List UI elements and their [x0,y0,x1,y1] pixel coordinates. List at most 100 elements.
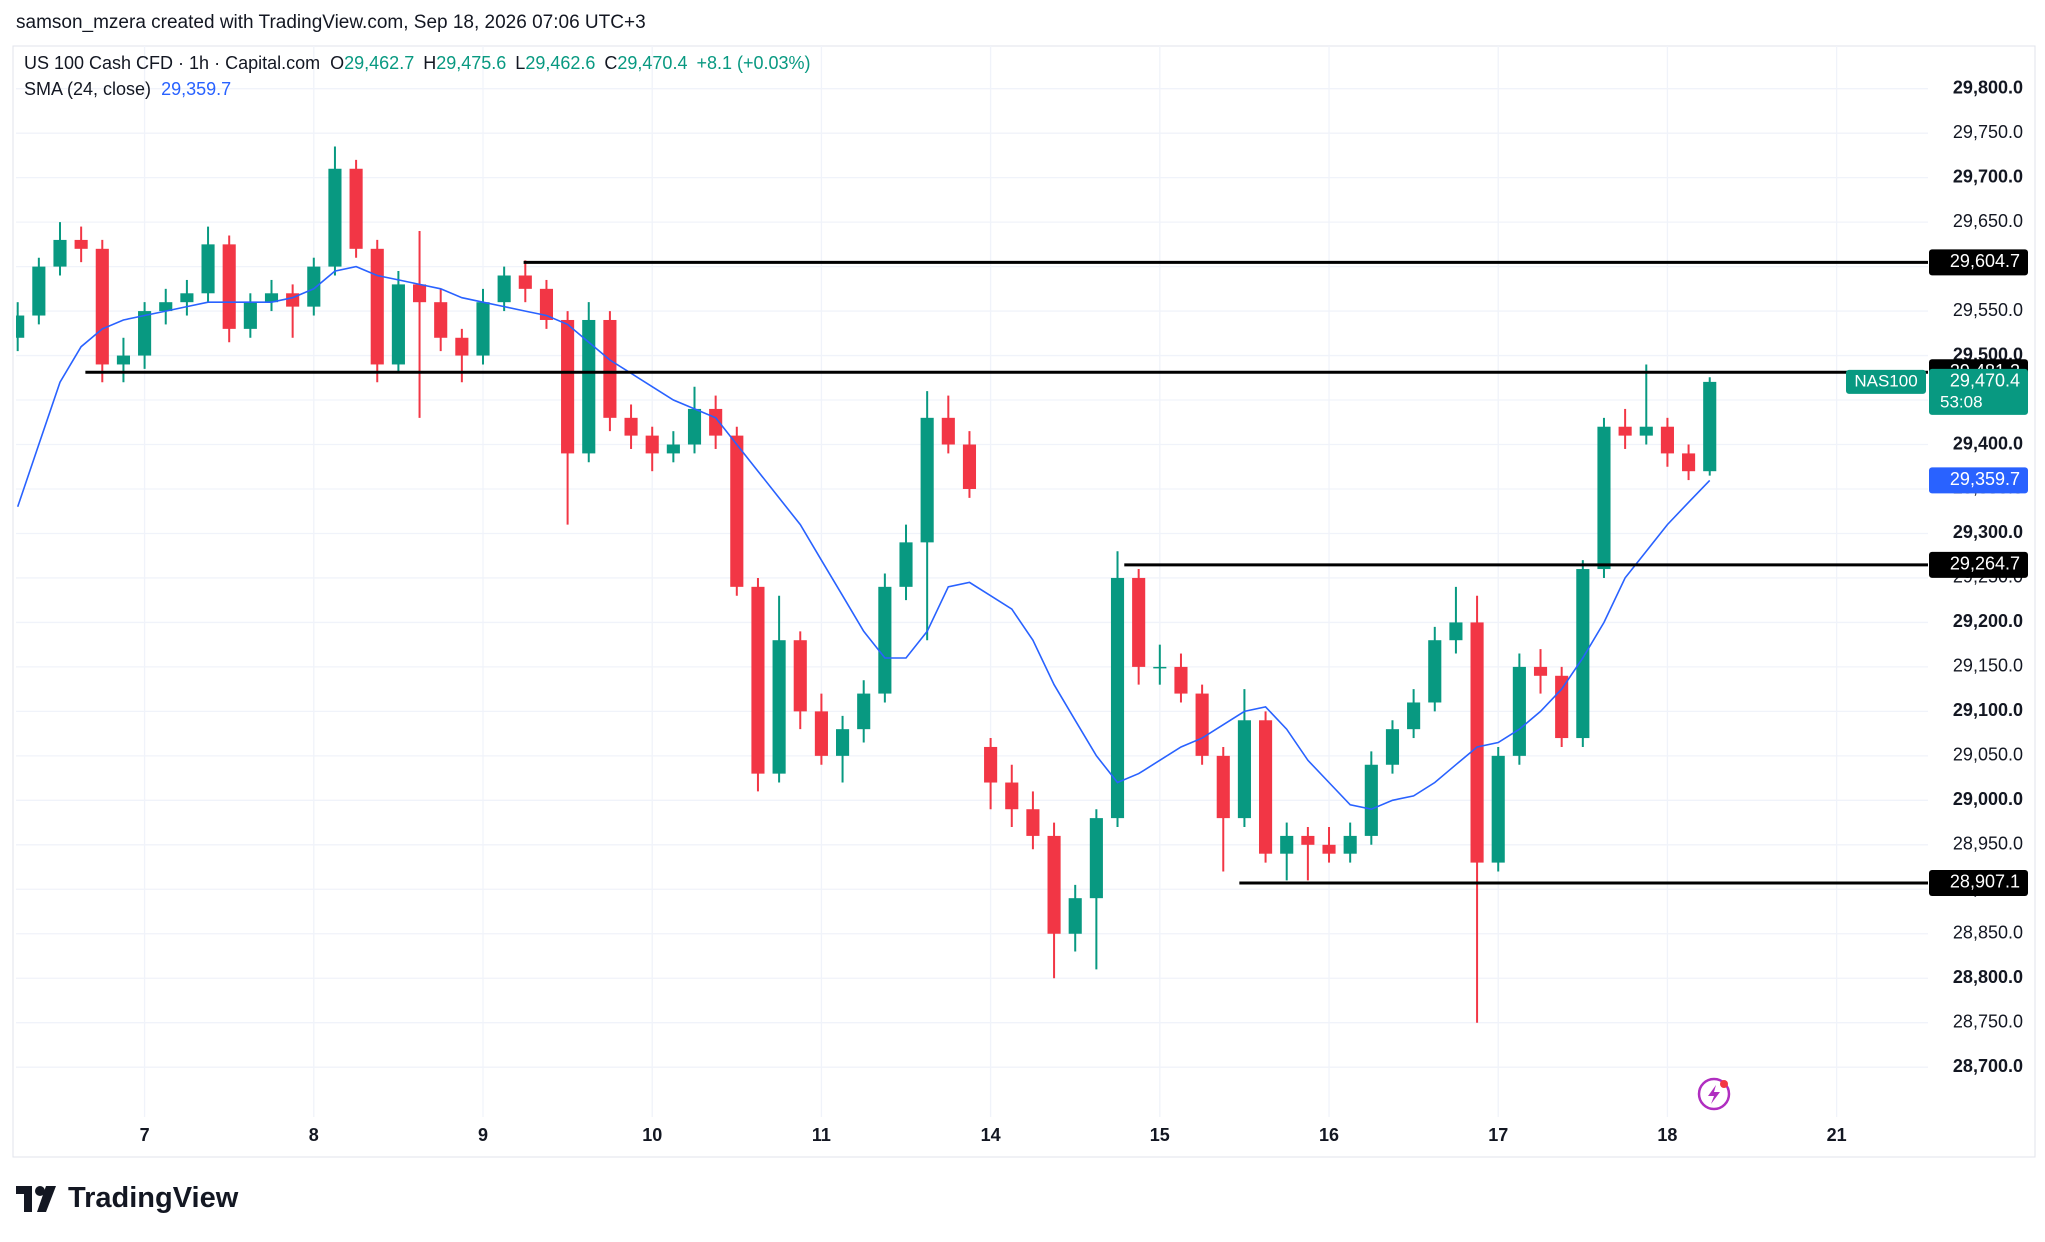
x-tick-label: 8 [309,1125,319,1145]
frame [12,45,2036,1158]
y-tick-label: 28,800.0 [1953,967,2023,987]
chart: 28,700.028,750.028,800.028,850.028,900.0… [12,45,2036,1158]
candle-body [1576,569,1590,739]
sma-name: SMA (24, close) [24,79,152,99]
candle-body [1280,835,1294,854]
candle-body [412,284,427,303]
candle-body [1322,844,1336,854]
y-tick-label: 29,400.0 [1953,433,2023,453]
legend-row: US 100 Cash CFD · 1h · Capital.com O29,4… [24,50,811,76]
candle-body [1449,622,1463,641]
x-tick-label: 15 [1150,1125,1170,1145]
candle-body [1343,835,1357,854]
candle-body [1618,426,1632,436]
candle-body [497,275,511,303]
candle-body [751,586,765,774]
candle-body [1491,755,1505,863]
ohlc-value: 29,462.7 [344,53,415,73]
y-tick-label: 29,650.0 [1953,211,2023,231]
candle-body [349,168,363,249]
ohlc-key: H [423,53,437,73]
x-tick-label: 9 [478,1125,488,1145]
y-tick-label: 29,800.0 [1953,77,2023,97]
candle-body [1470,622,1484,863]
ohlc-value: 29,475.6 [436,53,507,73]
ohlc-value: 29,470.4 [617,53,688,73]
y-tick-label: 28,850.0 [1953,923,2023,943]
x-tick-label: 18 [1657,1125,1677,1145]
candle-body [793,640,807,712]
candle-body [1195,693,1209,756]
level-label: 28,907.1 [1950,872,2020,892]
ohlc-key: L [515,53,526,73]
candle-body [962,444,977,489]
last-price-box [1929,368,2028,415]
candle-body [1153,666,1167,669]
brand-logo [16,1185,56,1212]
candle-body [878,586,892,694]
y-tick-label: 29,100.0 [1953,700,2023,720]
candle-body [603,319,617,418]
candle-body [645,435,659,454]
candle-body [222,244,236,329]
grid [16,46,1928,1117]
axis: 28,700.028,750.028,800.028,850.028,900.0… [140,77,2028,1145]
last-price-label: 29,470.4 [1950,371,2020,391]
candle-body [814,711,828,756]
candle-body [1259,720,1273,854]
header: samson_mzera created with TradingView.co… [16,12,646,33]
candle-body [1533,666,1548,676]
candle-body [391,284,405,365]
y-tick-label: 29,300.0 [1953,522,2023,542]
sma-line [16,265,1711,811]
candle-body [1555,675,1569,739]
brand: TradingView [16,1182,238,1215]
brand-name: TradingView [68,1182,239,1214]
candle-body [116,355,131,365]
candle-body [539,288,554,320]
candle-body [243,302,257,329]
x-tick-label: 17 [1488,1125,1508,1145]
candle-body [1660,426,1674,454]
sma-axis-label: 29,359.7 [1950,469,2020,489]
candle-body [328,168,342,267]
candle-body [920,417,934,543]
y-tick-label: 29,700.0 [1953,166,2023,186]
candle-body [857,693,871,730]
legend-row: SMA (24, close) 29,359.7 [24,76,811,102]
candle-body [687,408,702,445]
candle-body [941,417,955,445]
candle-body [1237,720,1251,819]
candle-body [730,435,744,587]
candle-body [1364,764,1378,836]
candle-body [53,239,67,267]
candle-body [1110,577,1125,819]
candle-body [1174,666,1188,694]
lightning-icon [1697,1077,1731,1111]
symbol-tag-box [1846,369,1926,394]
ohlc-value: 29,462.6 [525,53,596,73]
candle-body [1216,755,1230,819]
candle-body [624,417,638,436]
candle-body [370,248,384,365]
y-tick-label: 29,200.0 [1953,611,2023,631]
candle-body [1089,818,1103,899]
x-tick-label: 11 [812,1125,831,1145]
x-tick-label: 7 [140,1125,150,1145]
candle-body [434,302,448,338]
candle-body [201,244,215,294]
candle-body [899,542,913,587]
candle-body [1428,640,1442,703]
candle-body [1407,702,1421,730]
y-tick-label: 29,550.0 [1953,300,2023,320]
candle-body [1682,453,1696,472]
x-tick-label: 21 [1827,1125,1847,1145]
x-tick-label: 16 [1319,1125,1339,1145]
symbol: US 100 Cash CFD · 1h · Capital.com [24,53,321,73]
change: +8.1 (+0.03%) [696,53,811,73]
candle-body [180,293,194,303]
x-tick-label: 14 [981,1125,1001,1145]
candle-body [455,337,469,356]
ohlc-key: C [604,53,618,73]
